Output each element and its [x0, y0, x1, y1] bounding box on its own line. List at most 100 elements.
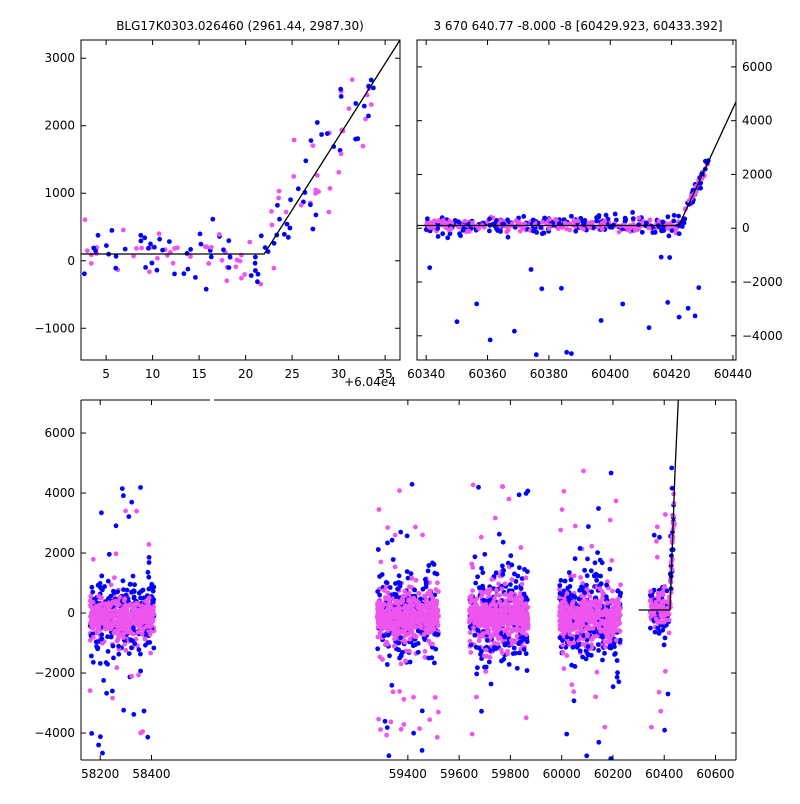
data-point-b: [499, 650, 505, 656]
data-point-b: [521, 610, 527, 616]
data-point-a: [111, 588, 116, 594]
data-point-b: [474, 596, 480, 602]
data-point-a: [457, 231, 462, 237]
data-point-b: [607, 517, 613, 523]
data-point-a: [482, 551, 488, 557]
data-point-a: [521, 647, 527, 652]
data-point-b: [479, 594, 484, 600]
data-point-b: [434, 734, 440, 740]
data-point-a: [375, 646, 381, 652]
data-points: [87, 465, 677, 760]
data-point-b: [142, 235, 148, 241]
data-point-b: [470, 565, 476, 570]
data-point-b: [386, 594, 392, 600]
data-point-b: [413, 524, 418, 530]
data-point-b: [571, 622, 577, 628]
x-tick-label: 59400: [389, 767, 427, 781]
data-point-b: [310, 226, 316, 232]
data-point-b: [518, 598, 524, 604]
data-point-a: [99, 573, 105, 579]
data-point-b: [117, 594, 123, 600]
data-point-b: [384, 584, 389, 590]
data-point-b: [422, 593, 427, 599]
data-point-a: [398, 529, 404, 535]
data-point-a: [562, 578, 568, 584]
full-lightcurve-panel: 58200 58400 59400 59600 59800 60000 60200 60400…: [34, 399, 737, 781]
data-point-b: [485, 625, 491, 631]
data-point-a: [89, 252, 94, 258]
data-point-a: [579, 584, 584, 590]
data-point-a: [131, 589, 137, 594]
data-point-a: [572, 556, 578, 562]
model-curve: [638, 400, 679, 611]
y-tick-label: 2000: [44, 119, 75, 133]
data-point-b: [491, 626, 496, 632]
data-point-b: [487, 654, 493, 660]
data-point-b: [566, 639, 572, 645]
x-tick-label: 60360: [468, 367, 506, 381]
data-point-a: [523, 651, 529, 657]
data-point-a: [594, 578, 600, 583]
data-point-b: [121, 635, 126, 640]
data-point-b: [392, 564, 398, 570]
data-point-b: [142, 636, 148, 642]
data-point-b: [462, 218, 468, 224]
data-point-b: [378, 727, 383, 732]
data-point-b: [469, 731, 475, 737]
data-point-a: [252, 260, 258, 266]
data-point-a: [492, 221, 498, 226]
data-point-b: [436, 613, 441, 619]
data-point-a: [644, 220, 649, 226]
data-point-a: [129, 645, 134, 651]
data-point-b: [410, 621, 416, 627]
data-point-b: [92, 610, 97, 616]
data-point-b: [295, 186, 301, 192]
data-point-a: [422, 577, 428, 582]
data-point-a: [493, 646, 499, 652]
data-point-a: [308, 138, 314, 144]
data-point-a: [481, 597, 487, 603]
data-point-b: [607, 608, 613, 614]
data-point-a: [475, 574, 480, 580]
data-point-b: [603, 630, 609, 636]
x-tick-label: 30: [331, 367, 346, 381]
data-point-b: [122, 641, 128, 647]
data-point-b: [587, 609, 593, 615]
data-point-b: [122, 596, 128, 601]
data-point-a: [353, 101, 359, 106]
data-point-b: [108, 614, 114, 620]
data-point-a: [313, 212, 319, 218]
data-point-a: [500, 572, 506, 577]
data-point-a: [95, 646, 100, 652]
data-point-b: [587, 594, 593, 599]
plot-frame: [80, 39, 401, 361]
data-point-b: [650, 602, 655, 608]
data-point-b: [525, 605, 531, 610]
data-point-b: [427, 608, 432, 614]
data-point-b: [666, 630, 672, 636]
data-point-b: [96, 625, 102, 630]
data-point-b: [141, 614, 147, 620]
data-point-b: [107, 604, 113, 609]
data-point-b: [662, 668, 668, 674]
data-point-a: [595, 550, 600, 555]
data-point-a: [566, 570, 572, 575]
data-point-a: [479, 708, 484, 714]
data-point-a: [591, 225, 596, 231]
x-tick-label: 15: [191, 367, 206, 381]
data-point-b: [398, 661, 404, 667]
data-point-a: [269, 222, 275, 228]
data-point-b: [132, 621, 138, 627]
data-point-a: [349, 77, 355, 83]
data-point-b: [276, 188, 282, 194]
data-point-b: [374, 614, 380, 619]
data-point-a: [655, 625, 661, 631]
data-point-a: [570, 644, 576, 650]
data-point-b: [520, 614, 526, 620]
data-point-b: [495, 633, 501, 639]
data-point-a: [665, 300, 671, 305]
data-point-b: [476, 638, 482, 644]
data-point-a: [658, 254, 664, 260]
data-point-b: [193, 275, 198, 280]
data-point-a: [395, 586, 401, 592]
